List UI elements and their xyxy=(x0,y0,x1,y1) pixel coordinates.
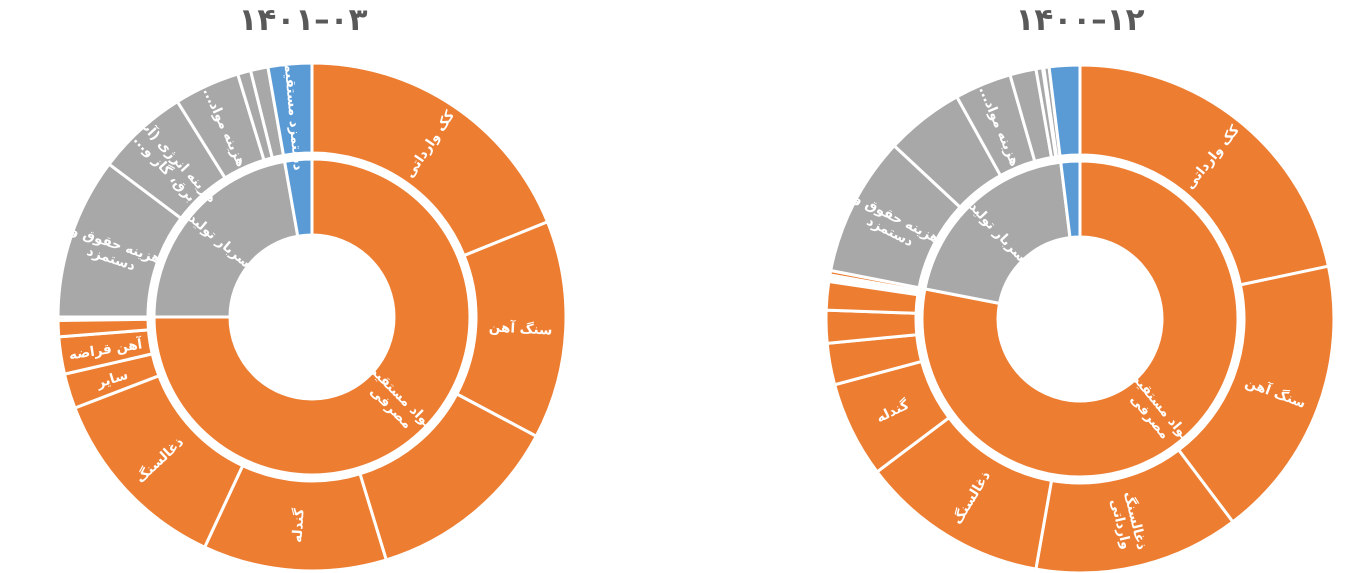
sunburst-segment-inner-1[interactable] xyxy=(923,160,1072,305)
sunburst-segment-inner-0[interactable] xyxy=(152,157,472,477)
sunburst-segment-outer-14[interactable] xyxy=(266,61,314,157)
chart-title-1401-03: ۱۴۰۱–۰۳ xyxy=(238,2,368,38)
sunburst-segment-inner-2[interactable] xyxy=(1059,159,1082,240)
chart-title-1400-12: ۱۴۰۰–۱۲ xyxy=(1015,2,1145,38)
sunburst-segment-outer-0[interactable] xyxy=(1078,63,1330,287)
sunburst-segment-outer-15[interactable] xyxy=(1047,63,1082,158)
sunburst-segment-inner-2[interactable] xyxy=(283,157,314,238)
sunburst-segment-inner-1[interactable] xyxy=(152,159,300,319)
sunburst-segment-outer-7[interactable] xyxy=(824,279,920,315)
sunburst-segment-inner-0[interactable] xyxy=(920,159,1240,479)
